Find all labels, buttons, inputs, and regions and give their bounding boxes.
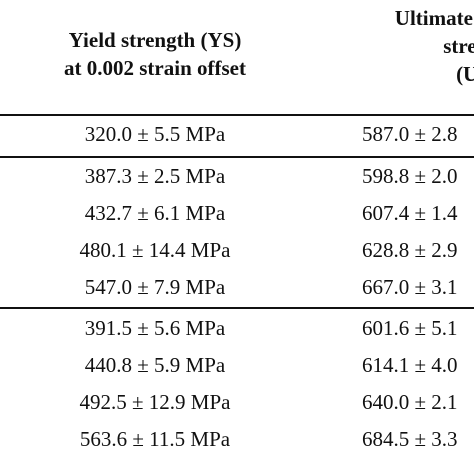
table-row: 432.7 ± 6.1 MPa 607.4 ± 1.4: [0, 195, 474, 232]
uts-value: 614.1 ± 4.0: [362, 353, 458, 377]
header-uts-line3: (UTS: [456, 62, 474, 86]
uts-value: 640.0 ± 2.1: [362, 390, 458, 414]
group-rule: [0, 156, 474, 158]
ys-value: 492.5 ± 12.9 MPa: [79, 390, 231, 414]
group-rule: [0, 307, 474, 309]
ys-value: 432.7 ± 6.1 MPa: [84, 201, 226, 225]
table-row: 440.8 ± 5.9 MPa 614.1 ± 4.0: [0, 347, 474, 384]
header-yield-strength: Yield strength (YS) at 0.002 strain offs…: [20, 26, 290, 82]
ys-value: 391.5 ± 5.6 MPa: [84, 316, 226, 340]
ys-value: 547.0 ± 7.9 MPa: [84, 275, 226, 299]
ys-value: 387.3 ± 2.5 MPa: [84, 164, 226, 188]
header-rule: [0, 114, 474, 116]
ys-value: 563.6 ± 11.5 MPa: [79, 427, 231, 451]
uts-value: 628.8 ± 2.9: [362, 238, 458, 262]
uts-value: 598.8 ± 2.0: [362, 164, 458, 188]
header-ys-line2: at 0.002 strain offset: [64, 56, 246, 80]
table-row: 547.0 ± 7.9 MPa 667.0 ± 3.1: [0, 269, 474, 306]
ys-value: 320.0 ± 5.5 MPa: [84, 122, 226, 146]
ys-value: 480.1 ± 14.4 MPa: [79, 238, 231, 262]
table-row: 563.6 ± 11.5 MPa 684.5 ± 3.3: [0, 421, 474, 458]
header-uts-line1: Ultimate t: [394, 6, 474, 30]
ys-value: 440.8 ± 5.9 MPa: [84, 353, 226, 377]
header-uts-line2: streng: [443, 34, 474, 58]
table-row: n 320.0 ± 5.5 MPa 587.0 ± 2.8: [0, 116, 474, 153]
uts-value: 684.5 ± 3.3: [362, 427, 458, 451]
table-row: 480.1 ± 14.4 MPa 628.8 ± 2.9: [0, 232, 474, 269]
table-row: 391.5 ± 5.6 MPa 601.6 ± 5.1: [0, 310, 474, 347]
uts-value: 607.4 ± 1.4: [362, 201, 458, 225]
table-row: 387.3 ± 2.5 MPa 598.8 ± 2.0: [0, 158, 474, 195]
header-ultimate-tensile-strength: Ultimate t streng (UTS: [330, 4, 474, 88]
uts-value: 667.0 ± 3.1: [362, 275, 458, 299]
header-ys-line1: Yield strength (YS): [68, 28, 242, 52]
table-row: 492.5 ± 12.9 MPa 640.0 ± 2.1: [0, 384, 474, 421]
uts-value: 601.6 ± 5.1: [362, 316, 458, 340]
uts-value: 587.0 ± 2.8: [362, 122, 458, 146]
